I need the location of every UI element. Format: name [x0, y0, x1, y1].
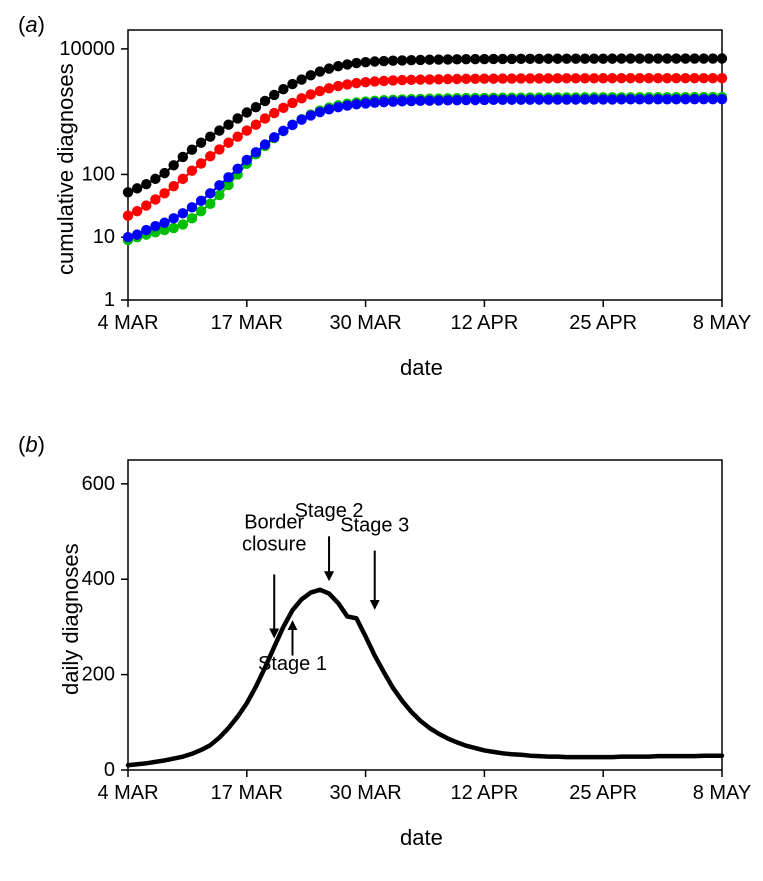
svg-text:12 APR: 12 APR: [450, 312, 518, 334]
svg-text:400: 400: [82, 568, 115, 590]
svg-text:8 MAY: 8 MAY: [693, 312, 752, 334]
svg-text:30 MAR: 30 MAR: [329, 782, 401, 804]
svg-text:100: 100: [82, 163, 115, 185]
svg-text:30 MAR: 30 MAR: [329, 312, 401, 334]
panel-a-label: (a): [18, 12, 45, 38]
svg-text:200: 200: [82, 664, 115, 686]
svg-text:0: 0: [104, 759, 115, 781]
panel-b-ylabel: daily diagnoses: [58, 543, 84, 695]
panel-a-ylabel: cumulative diagnoses: [53, 63, 79, 275]
panel-b-label: (b): [18, 432, 45, 458]
svg-text:8 MAY: 8 MAY: [693, 782, 752, 804]
svg-text:17 MAR: 17 MAR: [211, 782, 283, 804]
svg-text:10: 10: [93, 226, 115, 248]
panel-a-xlabel: date: [400, 355, 443, 381]
svg-text:4 MAR: 4 MAR: [97, 782, 158, 804]
svg-text:10000: 10000: [59, 38, 115, 60]
svg-text:17 MAR: 17 MAR: [211, 312, 283, 334]
figure-root: (a) cumulative diagnoses date 4 MAR 17 MA…: [0, 0, 763, 881]
svg-text:4 MAR: 4 MAR: [97, 312, 158, 334]
svg-text:25 APR: 25 APR: [569, 312, 637, 334]
svg-text:Stage 1: Stage 1: [258, 653, 327, 675]
panel-b-chart: 4 MAR17 MAR30 MAR12 APR25 APR8 MAY020040…: [128, 460, 724, 820]
svg-text:1: 1: [104, 289, 115, 311]
svg-text:closure: closure: [242, 534, 306, 556]
svg-text:600: 600: [82, 473, 115, 495]
svg-text:25 APR: 25 APR: [569, 782, 637, 804]
svg-text:Stage 3: Stage 3: [340, 515, 409, 537]
svg-text:12 APR: 12 APR: [450, 782, 518, 804]
panel-b-xlabel: date: [400, 825, 443, 851]
panel-a-chart: 4 MAR17 MAR30 MAR12 APR25 APR8 MAY110100…: [128, 30, 724, 350]
